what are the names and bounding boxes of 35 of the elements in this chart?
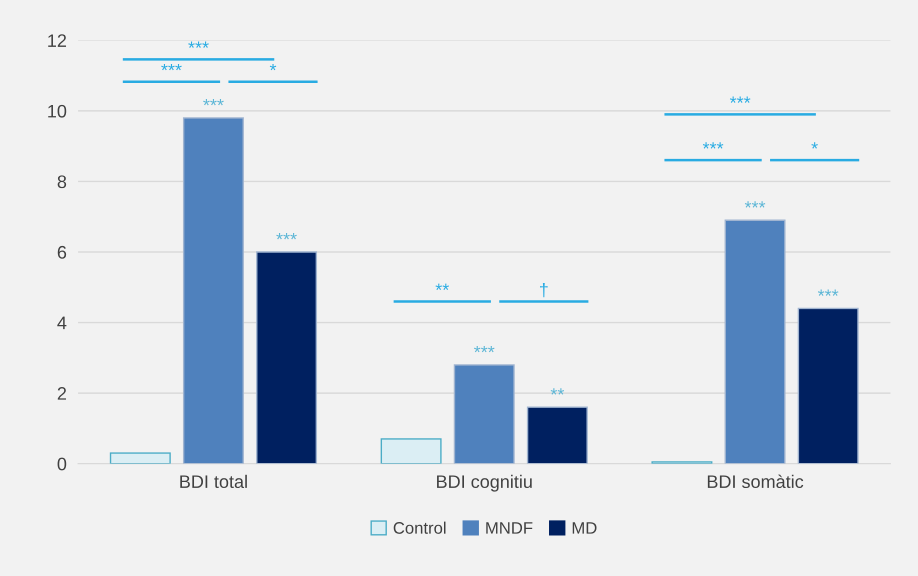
- bar: [110, 452, 171, 464]
- bar: [526, 406, 588, 464]
- legend-label: MD: [572, 522, 597, 534]
- data-label: **: [550, 388, 564, 395]
- annotation: **: [436, 284, 450, 290]
- bar: [256, 251, 318, 464]
- y-tick-label: 4: [57, 316, 66, 330]
- bar: [454, 364, 515, 464]
- data-label: ***: [744, 201, 766, 208]
- y-tick-label: 0: [58, 458, 66, 470]
- y-tick-label: 12: [48, 34, 66, 47]
- data-label: ***: [474, 346, 494, 352]
- y-tick-label: 2: [58, 387, 66, 400]
- x-tick-label: BDI total: [180, 474, 247, 488]
- bar: [380, 438, 442, 464]
- data-label: ***: [818, 290, 838, 296]
- y-tick-label: 6: [58, 246, 66, 259]
- bar: [182, 117, 244, 464]
- annotation: *: [270, 64, 276, 70]
- data-label: ***: [203, 98, 224, 106]
- legend-label: MNDF: [486, 522, 532, 534]
- annotation: ***: [161, 64, 182, 70]
- y-tick-label: 8: [58, 175, 66, 188]
- bar: [798, 308, 859, 464]
- annotation: ***: [188, 42, 209, 48]
- annotation: †: [540, 283, 548, 298]
- x-tick-label: BDI cognitiu: [437, 474, 532, 492]
- y-tick-label: 10: [48, 104, 66, 118]
- annotation: ***: [702, 142, 724, 149]
- bar: [724, 220, 786, 464]
- data-label: ***: [276, 233, 297, 240]
- x-tick-label: BDI somàtic: [708, 474, 804, 488]
- annotation: *: [811, 142, 818, 149]
- legend-label: Control: [394, 522, 446, 534]
- annotation: ***: [730, 96, 750, 103]
